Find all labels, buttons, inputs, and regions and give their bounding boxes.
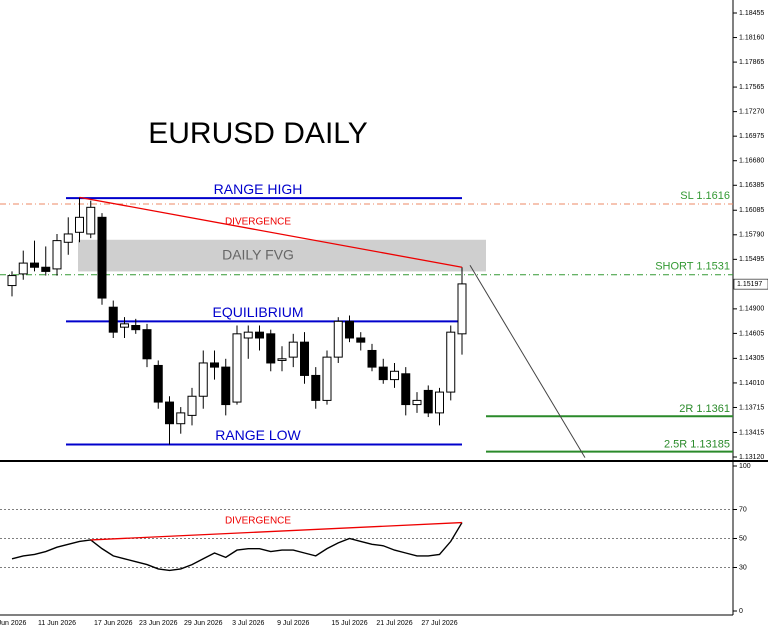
y-tick-label: 1.14900 xyxy=(739,306,764,313)
rsi-tick-label: 50 xyxy=(739,535,747,542)
candle-body xyxy=(165,401,174,425)
candle-body xyxy=(187,395,197,416)
rsi-divergence-label: DIVERGENCE xyxy=(225,516,291,527)
candle-body xyxy=(221,366,231,406)
y-tick-label: 1.17865 xyxy=(739,59,764,66)
candle-body xyxy=(7,275,17,287)
candle-body xyxy=(97,216,107,299)
level-label: SL 1.1616 xyxy=(680,190,730,202)
x-tick-label: 11 Jun 2026 xyxy=(38,620,76,627)
last-price-box xyxy=(733,278,768,290)
candle-body xyxy=(52,240,62,270)
level-label: 2.5R 1.13185 xyxy=(664,438,730,450)
y-tick-label: 1.14605 xyxy=(739,330,764,337)
candle-body xyxy=(153,364,163,403)
candle-body xyxy=(333,320,343,358)
candle-body xyxy=(345,320,354,339)
candle-body xyxy=(288,341,298,358)
candle-body xyxy=(423,389,433,414)
candle-body xyxy=(435,391,444,414)
rsi-tick-label: 30 xyxy=(739,564,747,571)
chart-title: EURUSD DAILY xyxy=(148,117,368,150)
x-tick-label: 23 Jun 2026 xyxy=(139,620,178,627)
candle-body xyxy=(390,370,399,381)
fvg-label: DAILY FVG xyxy=(222,246,294,262)
candle-body xyxy=(378,366,388,381)
candle-body xyxy=(412,399,422,406)
candle-body xyxy=(142,329,152,360)
candle-body xyxy=(300,341,309,376)
candle-body xyxy=(356,337,366,343)
rsi-divergence-line xyxy=(90,521,463,541)
level-label: EQUILIBRIUM xyxy=(212,304,303,320)
candle-body xyxy=(41,266,51,272)
rsi-tick-label: 70 xyxy=(739,506,747,513)
y-tick-label: 1.16385 xyxy=(739,182,764,189)
rsi-tick-label: 0 xyxy=(739,608,743,615)
candle-body xyxy=(210,362,219,368)
candle-body xyxy=(232,333,242,403)
level-label: RANGE HIGH xyxy=(214,181,303,197)
fvg-box xyxy=(78,239,486,272)
y-tick-label: 1.18160 xyxy=(739,34,764,41)
candle-body xyxy=(322,356,332,401)
candle-body xyxy=(18,262,28,275)
candle-body xyxy=(75,216,84,233)
y-tick-label: 1.18455 xyxy=(739,10,764,17)
y-tick-label: 1.17565 xyxy=(739,84,764,91)
candle-body xyxy=(63,233,73,243)
candle-body xyxy=(120,323,129,328)
y-tick-label: 1.13715 xyxy=(739,404,764,411)
candle-body xyxy=(446,331,456,393)
rsi-line xyxy=(11,522,463,572)
candle-body xyxy=(457,283,467,335)
level-label: 2R 1.1361 xyxy=(679,403,730,415)
x-tick-label: 9 Jul 2026 xyxy=(277,620,309,627)
candle-body xyxy=(277,358,287,361)
candle-body xyxy=(86,206,96,235)
y-tick-label: 1.14010 xyxy=(739,380,764,387)
candle-body xyxy=(255,331,264,339)
candle-body xyxy=(198,362,208,397)
y-tick-label: 1.16680 xyxy=(739,158,764,165)
x-tick-label: 21 Jul 2026 xyxy=(376,620,412,627)
candle-body xyxy=(311,374,321,401)
y-tick-label: 1.16085 xyxy=(739,207,764,214)
price-divergence-label: DIVERGENCE xyxy=(225,217,291,228)
candle-body xyxy=(176,412,186,425)
candle-body xyxy=(367,349,377,368)
level-label: SHORT 1.1531 xyxy=(655,261,730,273)
candle-body xyxy=(243,331,253,339)
price-divergence-line xyxy=(79,196,463,268)
y-tick-label: 1.15790 xyxy=(739,232,764,239)
candle-body xyxy=(30,262,39,268)
y-tick-label: 1.14305 xyxy=(739,355,764,362)
candle-body xyxy=(401,373,411,406)
x-tick-label: 27 Jul 2026 xyxy=(421,620,457,627)
y-tick-label: 1.13120 xyxy=(739,454,764,461)
last-price-label: 1.15197 xyxy=(737,281,762,288)
rsi-tick-label: 100 xyxy=(739,463,751,470)
y-tick-label: 1.17270 xyxy=(739,108,764,115)
x-tick-label: 29 Jun 2026 xyxy=(184,620,223,627)
y-tick-label: 1.16975 xyxy=(739,133,764,140)
candle-body xyxy=(108,306,118,333)
x-tick-label: 3 Jul 2026 xyxy=(232,620,264,627)
x-tick-label: Jun 2026 xyxy=(0,620,27,627)
candle-body xyxy=(131,325,141,331)
candle-body xyxy=(266,333,276,364)
level-label: RANGE LOW xyxy=(215,427,301,443)
y-tick-label: 1.13415 xyxy=(739,429,764,436)
x-tick-label: 15 Jul 2026 xyxy=(331,620,367,627)
projection-line xyxy=(469,264,586,458)
x-tick-label: 17 Jun 2026 xyxy=(94,620,133,627)
y-tick-label: 1.15495 xyxy=(739,256,764,263)
